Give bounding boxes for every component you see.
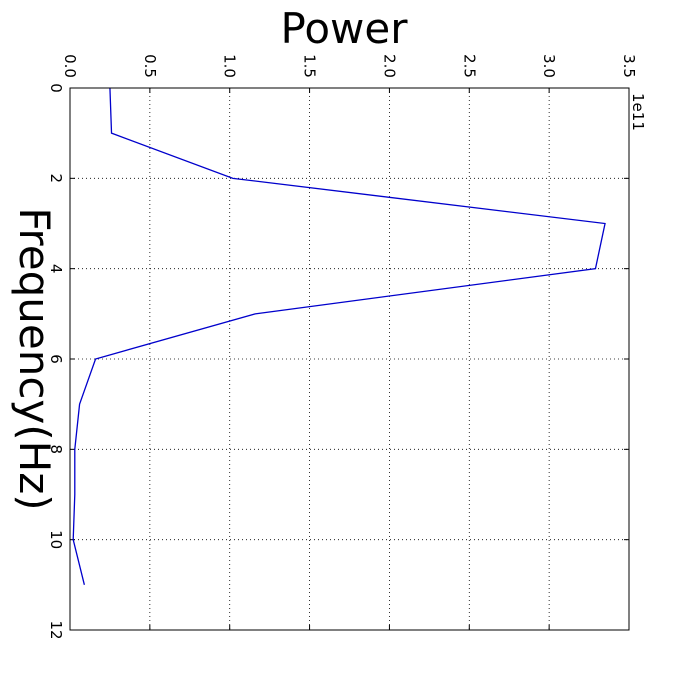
y-tick-label: 2 <box>47 174 65 184</box>
y-tick-label: 8 <box>47 445 65 455</box>
x-tick-label: 3.0 <box>540 54 558 78</box>
y-tick-label: 12 <box>47 620 65 639</box>
series-layer <box>72 87 606 585</box>
tick-layer <box>69 87 630 631</box>
plot-frame <box>69 87 630 631</box>
y-tick-label: 4 <box>47 264 65 274</box>
tick-label-layer: 0.0 0.5 1.0 1.5 2.0 2.5 3.0 3.5 0 2 4 6 8 10 12 <box>47 54 638 639</box>
x-tick-label: 3.5 <box>620 54 638 78</box>
y-axis-title: Frequency(Hz) <box>10 207 59 510</box>
x-tick-label: 0.0 <box>61 54 79 78</box>
y-tick-label: 6 <box>47 354 65 364</box>
x-tick-label: 2.0 <box>380 54 398 78</box>
x-tick-label: 1.5 <box>301 54 319 78</box>
x-tick-label: 2.5 <box>460 54 478 78</box>
y-tick-label: 0 <box>47 83 65 93</box>
x-axis-offset-text: 1e11 <box>629 93 647 131</box>
x-tick-label: 1.0 <box>221 54 239 78</box>
grid-layer <box>70 88 629 630</box>
y-tick-label: 10 <box>47 530 65 549</box>
power-series-line <box>72 87 606 585</box>
x-axis-title: Power <box>281 4 409 53</box>
x-tick-label: 0.5 <box>141 54 159 78</box>
